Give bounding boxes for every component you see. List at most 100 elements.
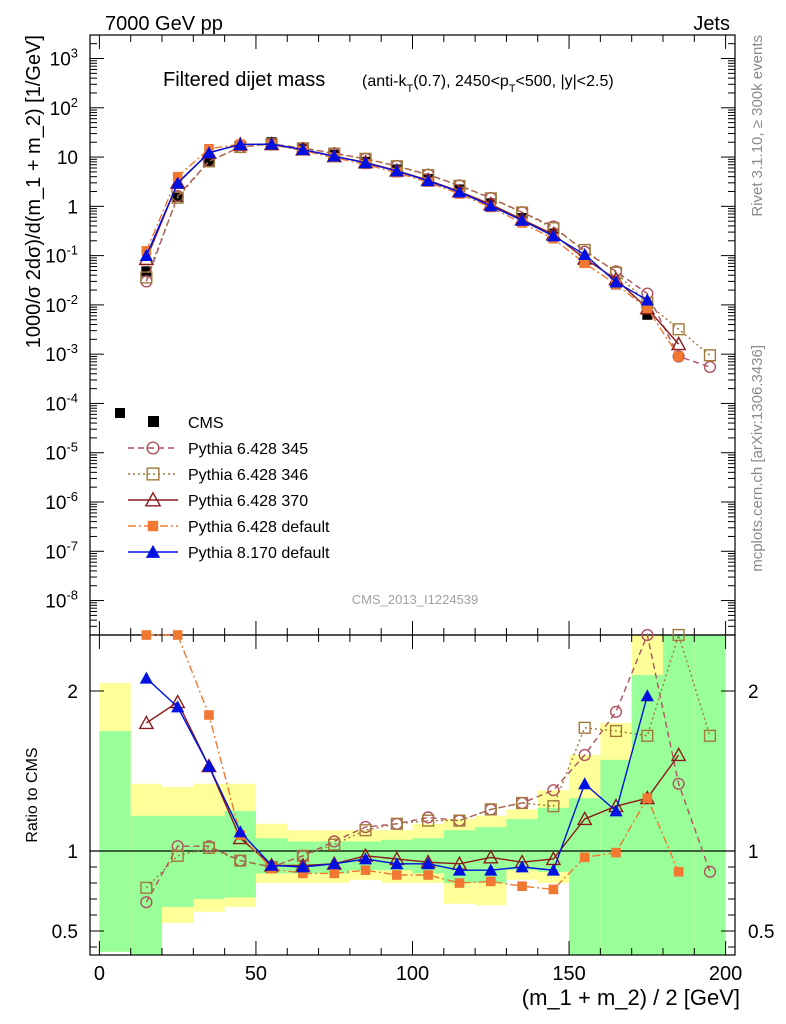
data-point (454, 878, 465, 888)
data-point (421, 174, 435, 187)
data-point (392, 870, 402, 880)
data-point (609, 804, 623, 817)
data-point (642, 303, 653, 314)
data-point (139, 249, 153, 262)
data-point (578, 777, 592, 790)
y-tick-label: 10 (57, 148, 78, 169)
series-line (145, 143, 680, 345)
data-point (703, 349, 717, 362)
main-plot-frame (89, 34, 736, 636)
x-tick-label: 200 (709, 963, 742, 985)
data-point (640, 293, 654, 306)
x-tick-label: 150 (552, 963, 585, 985)
data-point (673, 867, 684, 877)
data-point (265, 858, 279, 871)
data-point (453, 814, 466, 827)
ratio-y-tick-label: 0.5 (52, 922, 78, 943)
data-point (452, 185, 467, 198)
data-point (202, 841, 216, 854)
subtitle-part: (0.7), 2450<p (413, 73, 509, 90)
data-point (359, 824, 372, 837)
data-point (422, 814, 435, 827)
data-point (578, 247, 592, 260)
data-point (547, 800, 560, 813)
green-band-bin (224, 811, 256, 898)
y-tick-label: 10-1 (45, 243, 78, 268)
green-band-bin (193, 815, 225, 899)
data-point (358, 852, 373, 865)
data-point (233, 137, 247, 150)
y-tick-label: 1 (67, 197, 78, 218)
series-line (145, 143, 680, 357)
green-band-bin (569, 798, 601, 955)
legend-marker (146, 467, 160, 481)
series-line (145, 701, 680, 867)
ratio-y-tick-label: 1 (67, 842, 78, 863)
chart-subtitle: (anti-kT(0.7), 2450<pT<500, |y|<2.5) (362, 73, 614, 95)
data-point (141, 266, 152, 277)
subtitle-sub: T (406, 83, 413, 95)
legend-item: Pythia 6.428 default (128, 519, 330, 536)
x-tick-label: 100 (396, 963, 429, 985)
subtitle-part: (anti-k (362, 73, 407, 90)
data-point (138, 714, 155, 730)
data-point (611, 847, 621, 858)
data-point (609, 724, 623, 738)
green-band-bin (662, 635, 695, 955)
subtitle-part: <500, |y|<2.5) (516, 73, 614, 90)
data-point (515, 213, 529, 226)
legend-cms-key (115, 408, 125, 418)
ratio-y-tick-label-right: 0.5 (748, 922, 774, 943)
legend-label: Pythia 6.428 default (188, 519, 330, 536)
data-point (578, 748, 591, 762)
data-point (546, 229, 560, 242)
legend-marker (145, 544, 161, 558)
chart-title: Filtered dijet mass (163, 69, 325, 91)
data-point (482, 849, 499, 864)
data-point (703, 865, 717, 878)
y-tick-label: 10-6 (45, 489, 78, 514)
data-point (140, 881, 153, 894)
data-point (358, 156, 373, 169)
legend-label: Pythia 6.428 345 (188, 441, 308, 458)
data-point (141, 630, 152, 640)
data-point (672, 777, 685, 790)
data-point (484, 863, 498, 876)
data-point (423, 870, 433, 880)
data-point (171, 849, 184, 862)
series-pythia-6-428-370 (138, 136, 687, 351)
data-point (296, 143, 310, 156)
y-tick-label: 102 (50, 95, 78, 120)
data-point (390, 817, 403, 830)
data-point (296, 860, 310, 873)
data-point (672, 628, 685, 642)
legend-item: Pythia 8.170 default (128, 544, 330, 562)
data-point (547, 784, 560, 797)
data-point (579, 852, 590, 863)
x-tick-label: 0 (94, 963, 105, 985)
data-point (670, 746, 687, 762)
data-point (642, 793, 653, 803)
data-point (672, 323, 685, 336)
y-tick-label: 103 (50, 46, 78, 71)
data-point (515, 860, 529, 873)
data-point (234, 854, 247, 867)
series-line (145, 632, 711, 889)
data-point (329, 868, 340, 879)
data-point (484, 199, 498, 212)
data-point (578, 721, 591, 734)
data-point (546, 863, 560, 876)
data-point (703, 729, 717, 742)
series-pythia-6-428-346 (140, 138, 717, 362)
data-point (579, 258, 590, 269)
legend-item: Pythia 6.428 346 (128, 467, 308, 484)
data-point (452, 863, 467, 876)
series-pythia-6-428-default (141, 139, 684, 362)
x-tick-label: 50 (245, 963, 267, 985)
data-point (641, 729, 654, 742)
data-point (202, 146, 216, 159)
green-band-bin (600, 759, 632, 955)
main-series-group (138, 136, 717, 374)
series-line (146, 634, 680, 891)
